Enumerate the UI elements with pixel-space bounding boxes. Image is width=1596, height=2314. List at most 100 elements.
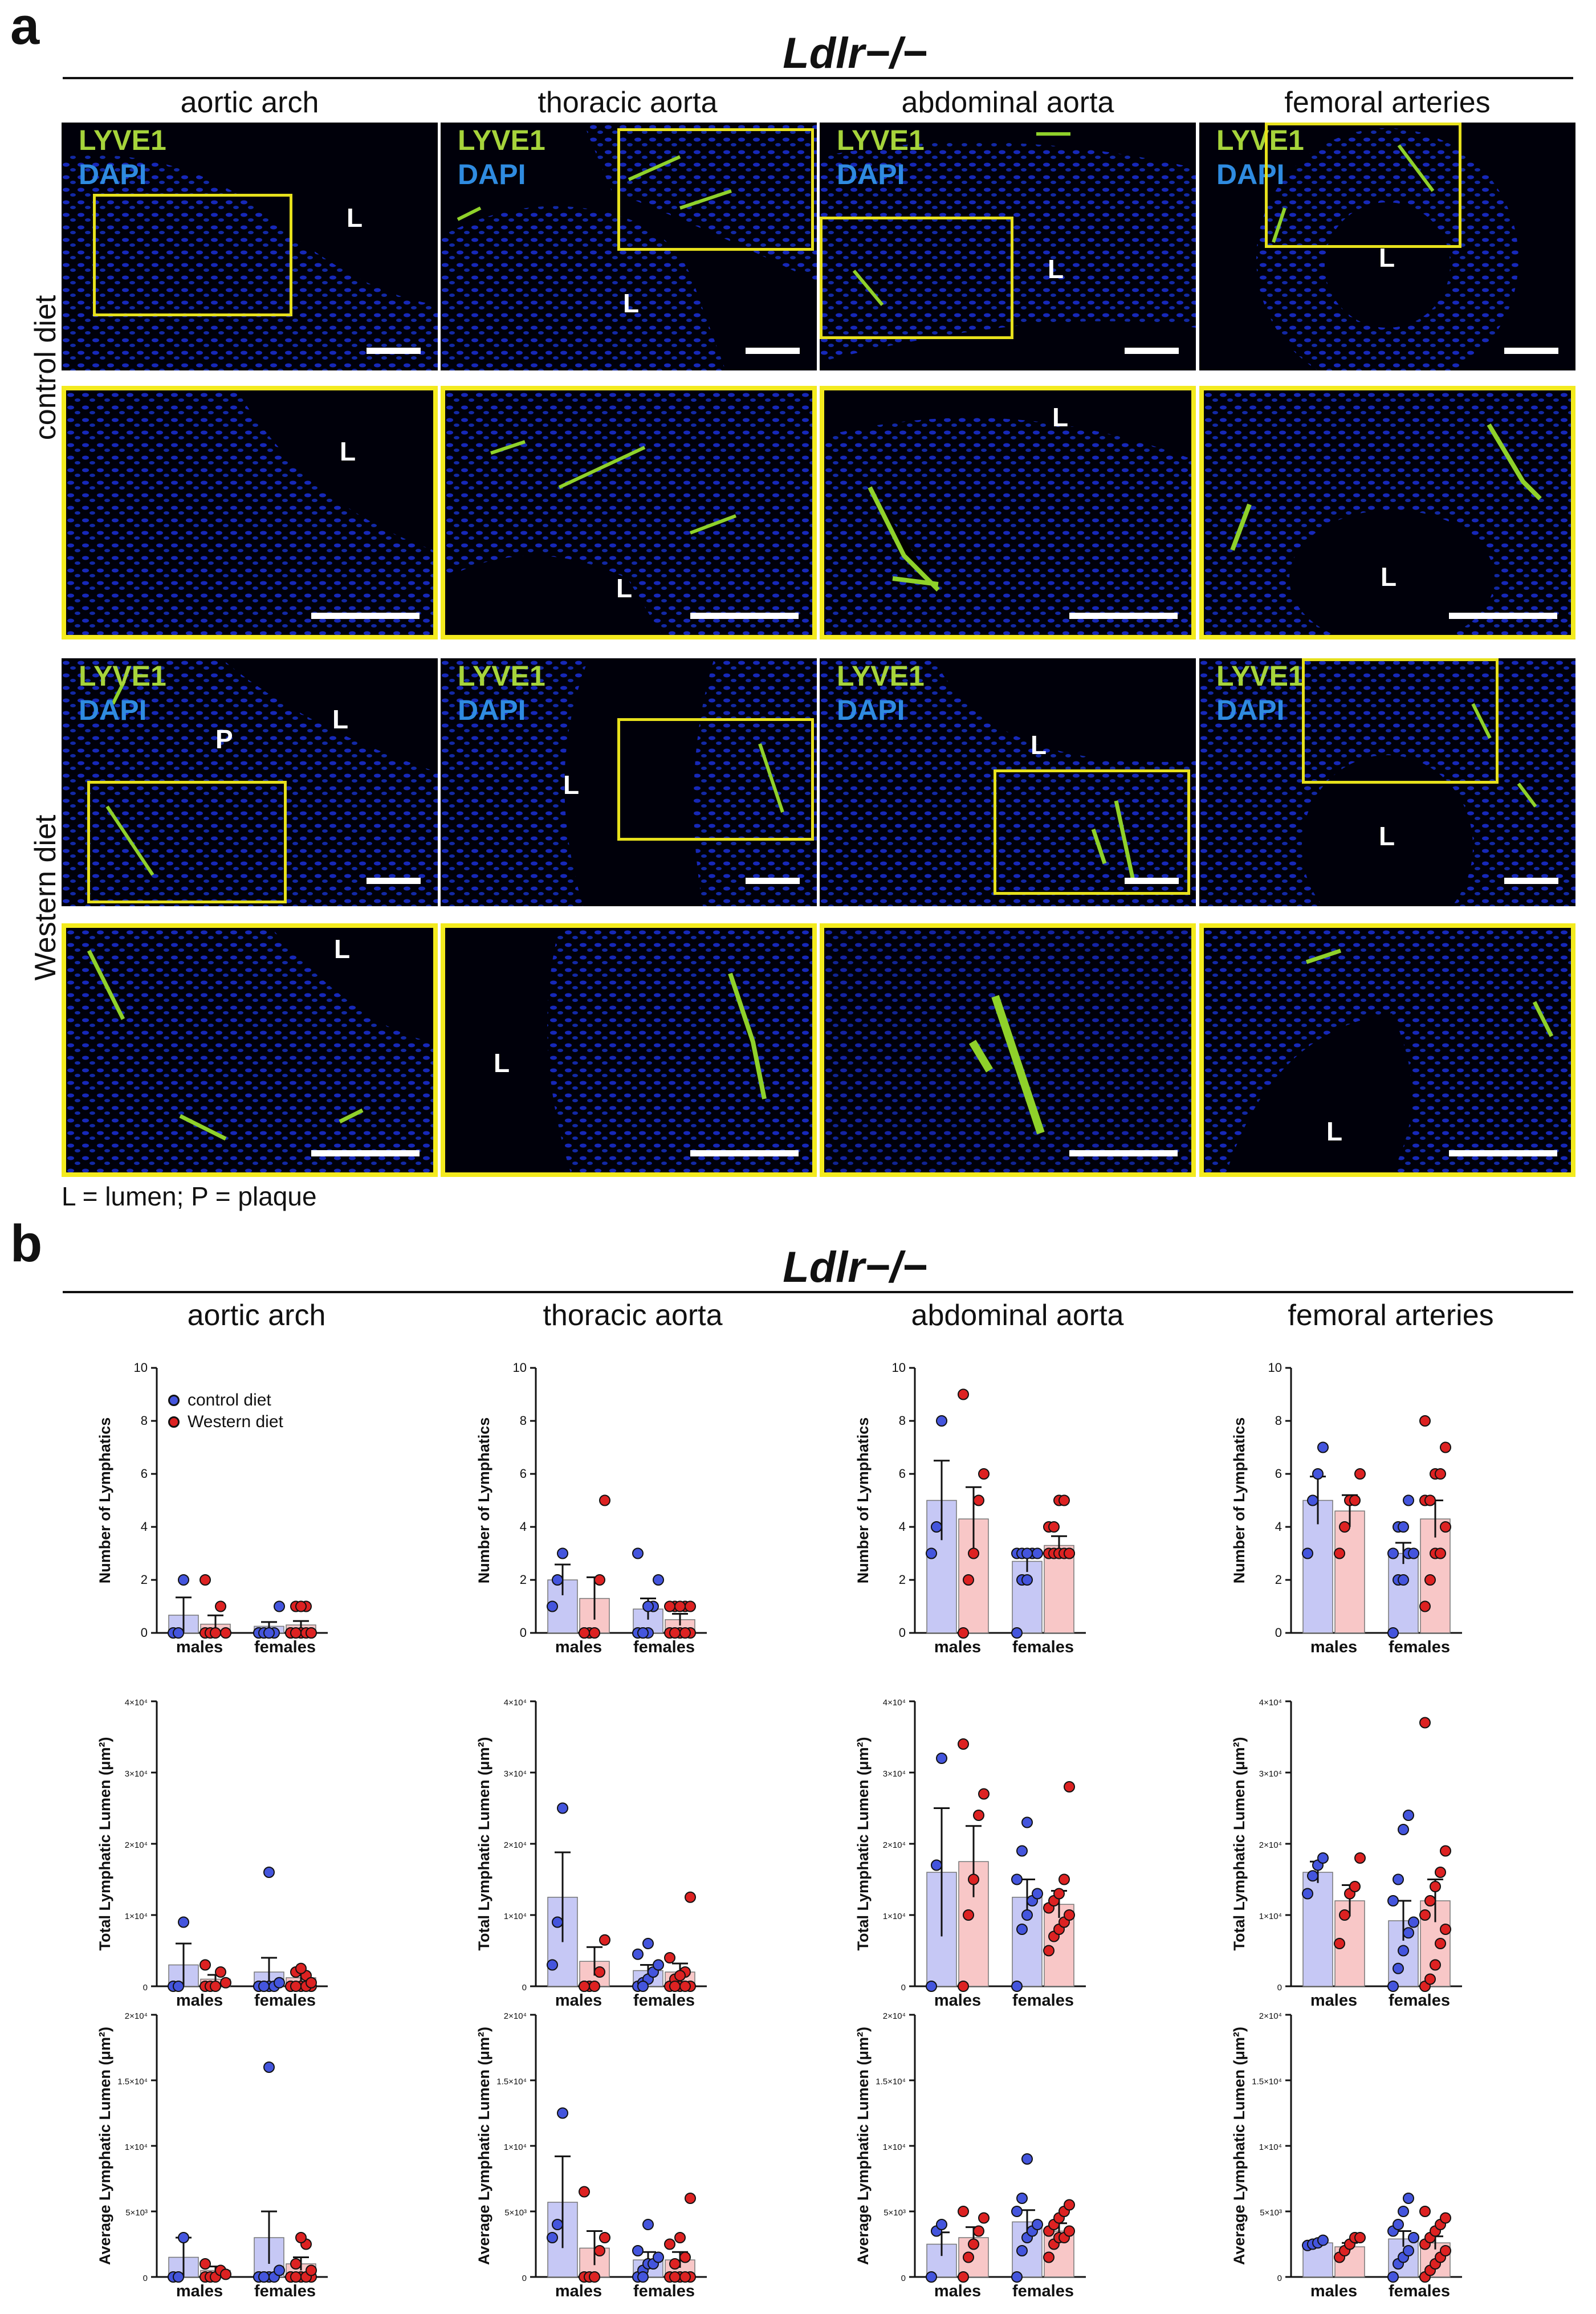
micrograph-western-abdominal-aorta: LYVE1 DAPI L — [820, 658, 1196, 906]
roi-box — [820, 217, 1013, 339]
data-point — [1440, 2212, 1451, 2224]
data-point — [1398, 2206, 1409, 2217]
data-point — [552, 2219, 563, 2230]
data-point — [958, 1738, 969, 1750]
data-point — [1021, 1816, 1033, 1828]
data-point — [1419, 2206, 1431, 2217]
y-tick-label: 1×10⁴ — [125, 2142, 148, 2152]
data-point — [1058, 1873, 1070, 1885]
data-point — [263, 1867, 275, 1878]
x-category-label: females — [633, 1991, 695, 2010]
data-point — [958, 1388, 969, 1400]
y-tick-label: 1.5×10⁴ — [1252, 2077, 1282, 2087]
data-point — [653, 2251, 664, 2263]
scale-bar — [690, 1150, 799, 1156]
scale-bar — [1449, 613, 1557, 619]
micrograph-control-aortic-arch: LYVE1 DAPI L — [62, 123, 438, 370]
data-point — [210, 1981, 221, 1992]
y-tick-label: 1.5×10⁴ — [117, 2077, 148, 2087]
data-point — [1419, 1717, 1431, 1729]
x-category-label: females — [1012, 1638, 1074, 1656]
x-category-label: females — [1012, 2282, 1074, 2300]
data-point — [263, 2062, 275, 2073]
data-point — [931, 1859, 942, 1871]
data-point — [199, 2258, 211, 2270]
stain-label-dapi: DAPI — [79, 158, 147, 190]
data-point — [1032, 1888, 1043, 1900]
data-point — [669, 2271, 681, 2283]
data-point — [637, 1627, 649, 1639]
data-point — [1339, 1521, 1350, 1533]
data-point — [594, 1966, 605, 1978]
data-point — [1064, 2199, 1075, 2211]
y-tick-label: 2×10⁴ — [1259, 1840, 1282, 1850]
legend-marker-western — [168, 1416, 180, 1428]
micrograph-control-thoracic-aorta: LYVE1 DAPI L — [441, 123, 817, 370]
lumen-marker: L — [494, 1048, 510, 1078]
y-tick-label: 5×10³ — [1260, 2208, 1282, 2218]
chart-svg: 0 2 4 6 8 10 Number of Lymphatics males females — [475, 1360, 707, 1656]
scale-bar — [1125, 878, 1179, 884]
data-point — [1440, 1924, 1451, 1935]
plaque-marker: P — [215, 724, 233, 754]
y-tick-label: 2×10⁴ — [1259, 2011, 1282, 2021]
y-tick-label: 10 — [892, 1360, 906, 1375]
panel-b-letter: b — [10, 1215, 43, 1273]
data-point — [632, 1547, 644, 1559]
chart-1-3: 0 2 4 6 8 10 Number of Lymphatics males females — [818, 1356, 1103, 1670]
y-tick-label: 1×10⁴ — [883, 1912, 906, 1921]
data-point — [1016, 1845, 1028, 1857]
data-point — [674, 1970, 686, 1982]
data-point — [1408, 1547, 1419, 1559]
legend-item-western: Western diet — [168, 1412, 283, 1432]
y-tick-label: 4×10⁴ — [883, 1698, 906, 1708]
micrograph-zoom-western-thoracic-aorta: L — [441, 923, 817, 1177]
data-point — [1032, 2219, 1043, 2230]
data-point — [1398, 1945, 1409, 1957]
chart-2-3: 0 1×10⁴ 2×10⁴ 3×10⁴ 4×10⁴ Total Lymphatic Lum… — [818, 1690, 1103, 2023]
data-point — [1011, 1981, 1023, 1992]
lumen-marker: L — [347, 203, 363, 233]
scale-bar — [1069, 613, 1178, 619]
y-tick-label: 2 — [520, 1572, 527, 1587]
chart-svg: 0 5×10³ 1×10⁴ 1.5×10⁴ 2×10⁴ Average Lymphatic… — [96, 2011, 328, 2300]
roi-box — [1302, 658, 1499, 784]
y-tick-label: 3×10⁴ — [504, 1769, 527, 1779]
data-point — [557, 2107, 568, 2119]
y-axis-label: Total Lymphatic Lumen (μm²) — [475, 1737, 492, 1950]
data-point — [958, 2271, 969, 2283]
data-point — [579, 2186, 590, 2198]
x-category-label: females — [254, 1638, 316, 1656]
stain-label-lyve1: LYVE1 — [458, 124, 545, 156]
data-point — [1317, 2234, 1329, 2246]
data-point — [1016, 2245, 1028, 2256]
scale-bar — [690, 613, 799, 619]
lumen-marker: L — [563, 770, 580, 800]
data-point — [547, 1959, 558, 1971]
data-point — [642, 1938, 654, 1949]
y-axis-label: Number of Lymphatics — [475, 1417, 492, 1584]
y-tick-label: 1.5×10⁴ — [876, 2077, 906, 2087]
x-category-label: males — [1310, 1991, 1357, 2010]
y-tick-label: 8 — [1275, 1413, 1282, 1428]
data-point — [589, 2271, 600, 2283]
data-point — [632, 1948, 644, 1960]
data-point — [1011, 1627, 1023, 1639]
data-point — [1393, 1962, 1404, 1974]
x-category-label: males — [176, 1638, 223, 1656]
data-point — [215, 1600, 226, 1612]
y-tick-label: 5×10³ — [125, 2208, 148, 2218]
data-point — [1403, 1927, 1414, 1939]
row-label-control-diet: control diet — [29, 295, 62, 441]
x-category-label: females — [633, 2282, 695, 2300]
data-point — [579, 1981, 590, 1992]
data-point — [1424, 1574, 1436, 1586]
stain-label-dapi: DAPI — [837, 694, 905, 726]
y-tick-label: 4 — [1275, 1519, 1282, 1534]
y-tick-label: 0 — [143, 2274, 148, 2283]
chart-svg: 0 2 4 6 8 10 Number of Lymphatics males females — [1231, 1360, 1462, 1656]
data-point — [679, 2251, 691, 2263]
legend-label-western: Western diet — [188, 1412, 283, 1431]
y-tick-label: 0 — [899, 1625, 906, 1640]
y-tick-label: 8 — [141, 1413, 148, 1428]
